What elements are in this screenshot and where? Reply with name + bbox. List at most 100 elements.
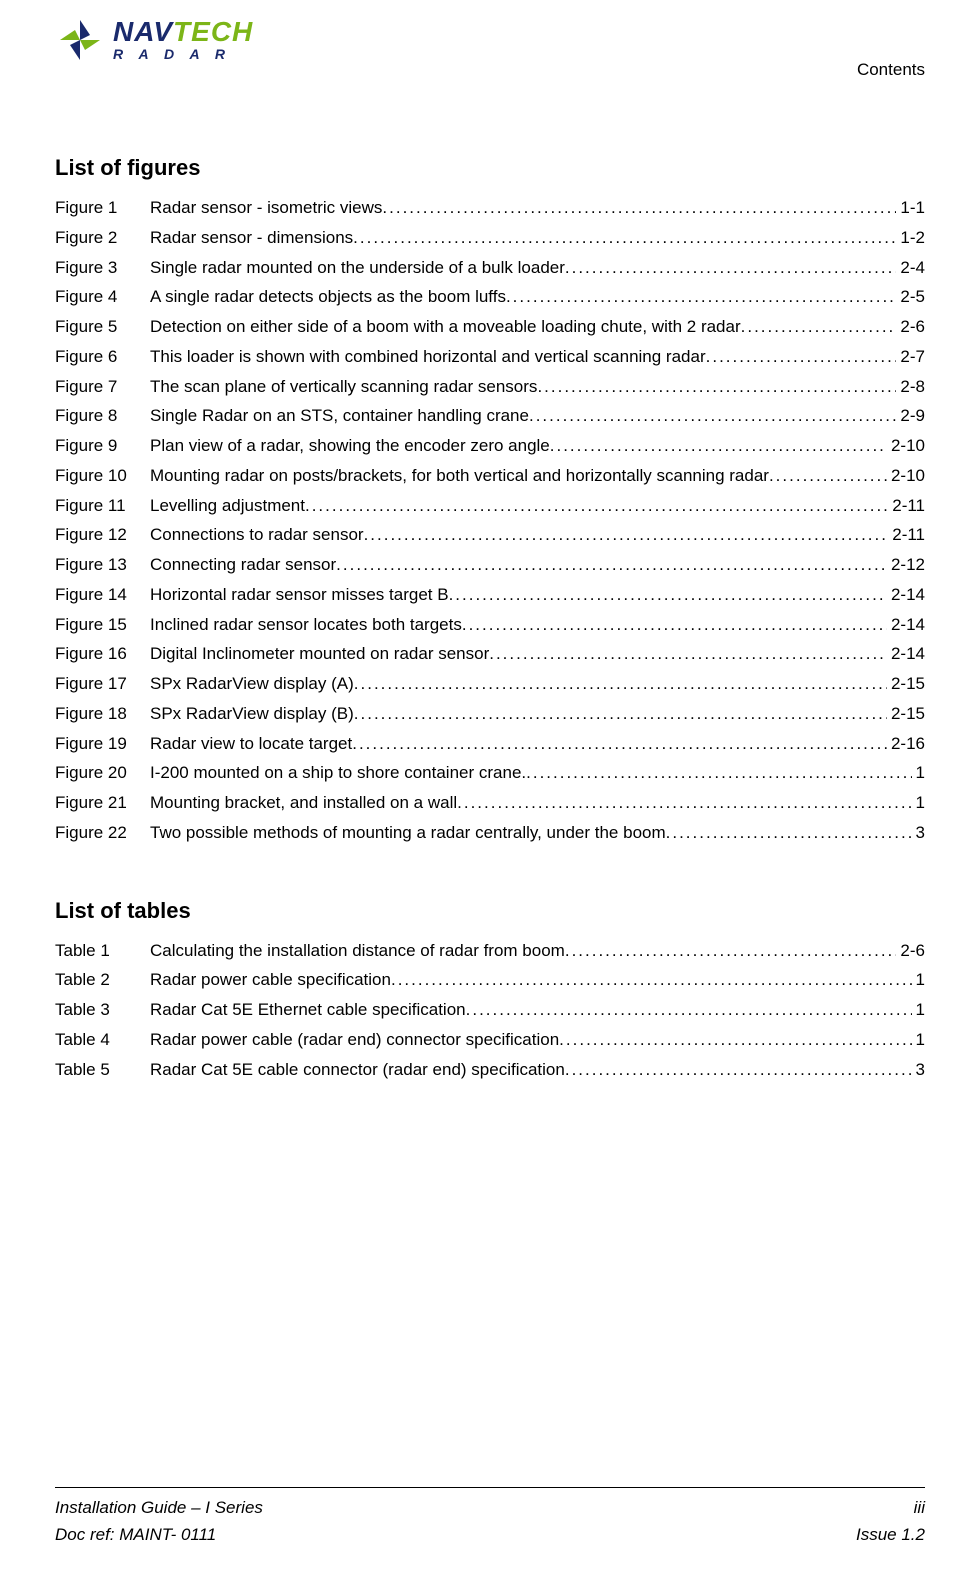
figure-title: This loader is shown with combined horiz… <box>150 342 706 372</box>
figure-row: Figure 2Radar sensor - dimensions 1-2 <box>55 223 925 253</box>
footer-doc-title: Installation Guide – I Series <box>55 1494 263 1521</box>
table-row: Table 1Calculating the installation dist… <box>55 936 925 966</box>
figure-title: Single radar mounted on the underside of… <box>150 253 565 283</box>
figure-row: Figure 19Radar view to locate target 2-1… <box>55 729 925 759</box>
table-title: Radar Cat 5E cable connector (radar end)… <box>150 1055 565 1085</box>
footer-rule <box>55 1487 925 1488</box>
figure-page: 2-8 <box>896 372 925 402</box>
logo-subtext: R A D A R <box>113 46 253 62</box>
figure-title: Horizontal radar sensor misses target B <box>150 580 449 610</box>
figure-label: Figure 4 <box>55 282 150 312</box>
figure-title: Radar view to locate target <box>150 729 352 759</box>
figure-page: 3 <box>912 818 925 848</box>
figure-title: Connecting radar sensor <box>150 550 336 580</box>
figure-title: Inclined radar sensor locates both targe… <box>150 610 462 640</box>
figure-page: 2-11 <box>888 520 925 550</box>
figure-row: Figure 5Detection on either side of a bo… <box>55 312 925 342</box>
table-row: Table 3Radar Cat 5E Ethernet cable speci… <box>55 995 925 1025</box>
figure-title: Two possible methods of mounting a radar… <box>150 818 666 848</box>
figure-title: Mounting bracket, and installed on a wal… <box>150 788 457 818</box>
figure-label: Figure 17 <box>55 669 150 699</box>
table-title: Radar power cable (radar end) connector … <box>150 1025 559 1055</box>
toc-leader-dots <box>352 729 887 759</box>
figure-row: Figure 8Single Radar on an STS, containe… <box>55 401 925 431</box>
figure-page: 2-6 <box>896 312 925 342</box>
toc-leader-dots <box>706 342 897 372</box>
figure-page: 2-10 <box>887 461 925 491</box>
table-label: Table 2 <box>55 965 150 995</box>
toc-leader-dots <box>565 1055 912 1085</box>
toc-leader-dots <box>305 491 888 521</box>
figure-row: Figure 12Connections to radar sensor 2-1… <box>55 520 925 550</box>
figure-label: Figure 21 <box>55 788 150 818</box>
logo-wordmark: NAVTECH <box>113 18 253 46</box>
figure-label: Figure 12 <box>55 520 150 550</box>
table-page: 3 <box>912 1055 925 1085</box>
figure-page: 1-2 <box>896 223 925 253</box>
figure-label: Figure 5 <box>55 312 150 342</box>
figure-title: Mounting radar on posts/brackets, for bo… <box>150 461 769 491</box>
toc-leader-dots <box>489 639 887 669</box>
figure-title: Connections to radar sensor <box>150 520 364 550</box>
footer-row-1: Installation Guide – I Series iii <box>55 1494 925 1521</box>
figure-page: 2-9 <box>896 401 925 431</box>
toc-leader-dots <box>364 520 889 550</box>
figure-page: 2-12 <box>887 550 925 580</box>
logo-text-block: NAVTECH R A D A R <box>113 18 253 62</box>
table-label: Table 4 <box>55 1025 150 1055</box>
figure-title: Radar sensor - isometric views <box>150 193 382 223</box>
figure-title: Levelling adjustment <box>150 491 305 521</box>
figure-title: Single Radar on an STS, container handli… <box>150 401 529 431</box>
figure-page: 2-14 <box>887 639 925 669</box>
figure-label: Figure 22 <box>55 818 150 848</box>
table-title: Calculating the installation distance of… <box>150 936 565 966</box>
figure-row: Figure 10Mounting radar on posts/bracket… <box>55 461 925 491</box>
figure-page: 2-10 <box>887 431 925 461</box>
figure-label: Figure 13 <box>55 550 150 580</box>
page-footer: Installation Guide – I Series iii Doc re… <box>55 1487 925 1548</box>
footer-row-2: Doc ref: MAINT- 0111 Issue 1.2 <box>55 1521 925 1548</box>
figure-page: 2-5 <box>896 282 925 312</box>
toc-leader-dots <box>529 401 896 431</box>
figure-row: Figure 18SPx RadarView display (B) 2-15 <box>55 699 925 729</box>
figure-row: Figure 16Digital Inclinometer mounted on… <box>55 639 925 669</box>
figure-page: 1-1 <box>896 193 925 223</box>
figure-title: A single radar detects objects as the bo… <box>150 282 506 312</box>
logo-word-tech: TECH <box>173 16 253 47</box>
toc-leader-dots <box>506 282 896 312</box>
figure-title: Detection on either side of a boom with … <box>150 312 741 342</box>
figure-row: Figure 17SPx RadarView display (A) 2-15 <box>55 669 925 699</box>
footer-page-number: iii <box>914 1494 925 1521</box>
figure-page: 2-15 <box>887 699 925 729</box>
figure-label: Figure 9 <box>55 431 150 461</box>
figure-row: Figure 14Horizontal radar sensor misses … <box>55 580 925 610</box>
figure-row: Figure 15Inclined radar sensor locates b… <box>55 610 925 640</box>
header-section-label: Contents <box>857 15 925 80</box>
toc-leader-dots <box>462 610 887 640</box>
figure-label: Figure 16 <box>55 639 150 669</box>
table-page: 2-6 <box>896 936 925 966</box>
figure-title: I-200 mounted on a ship to shore contain… <box>150 758 526 788</box>
toc-leader-dots <box>449 580 887 610</box>
table-page: 1 <box>912 965 925 995</box>
figure-row: Figure 22Two possible methods of mountin… <box>55 818 925 848</box>
table-label: Table 3 <box>55 995 150 1025</box>
toc-leader-dots <box>354 669 887 699</box>
toc-leader-dots <box>769 461 887 491</box>
tables-list: Table 1Calculating the installation dist… <box>55 936 925 1085</box>
toc-leader-dots <box>666 818 912 848</box>
toc-leader-dots <box>457 788 911 818</box>
figure-label: Figure 18 <box>55 699 150 729</box>
toc-leader-dots <box>559 1025 911 1055</box>
figure-label: Figure 15 <box>55 610 150 640</box>
logo-mark-icon <box>55 15 105 65</box>
toc-leader-dots <box>391 965 912 995</box>
table-row: Table 4Radar power cable (radar end) con… <box>55 1025 925 1055</box>
figure-row: Figure 9Plan view of a radar, showing th… <box>55 431 925 461</box>
toc-leader-dots <box>526 758 911 788</box>
figure-label: Figure 10 <box>55 461 150 491</box>
figure-title: SPx RadarView display (B) <box>150 699 354 729</box>
figure-page: 2-7 <box>896 342 925 372</box>
figure-row: Figure 6This loader is shown with combin… <box>55 342 925 372</box>
logo: NAVTECH R A D A R <box>55 15 253 65</box>
